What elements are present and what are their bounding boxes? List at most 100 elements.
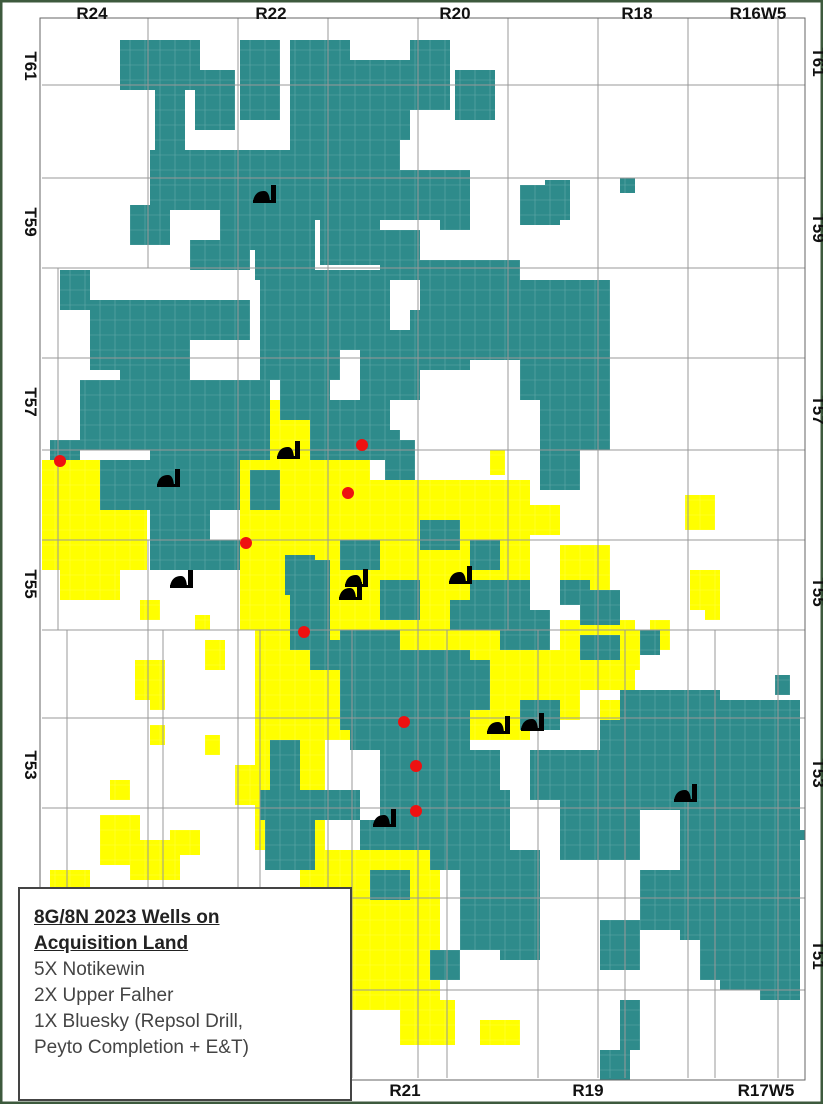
owned-land-parcel bbox=[240, 40, 280, 120]
owned-land-parcel bbox=[410, 40, 450, 110]
owned-land-parcel bbox=[385, 440, 415, 480]
owned-land-parcel bbox=[380, 580, 420, 620]
township-label-t57-right: T57 bbox=[809, 395, 823, 425]
township-label-t59-right: T59 bbox=[809, 213, 823, 243]
owned-land-parcel bbox=[450, 600, 490, 630]
owned-land-parcel bbox=[580, 635, 620, 660]
acquisition-land-parcel bbox=[520, 505, 560, 535]
owned-land-parcel bbox=[130, 205, 170, 245]
pumpjack-icon bbox=[487, 716, 510, 734]
owned-land-parcel bbox=[340, 540, 380, 570]
owned-land-parcel bbox=[540, 450, 580, 490]
owned-land-parcel bbox=[190, 300, 250, 340]
acquisition-land-parcel bbox=[400, 1000, 455, 1045]
well-dot-icon bbox=[298, 626, 310, 638]
well-dot-icon bbox=[410, 805, 422, 817]
acquisition-land-parcel bbox=[235, 765, 255, 805]
legend-box: 8G/8N 2023 Wells on Acquisition Land 5X … bbox=[18, 887, 352, 1101]
pumpjack-icon bbox=[449, 566, 472, 584]
owned-land-parcel bbox=[80, 380, 160, 450]
owned-land-parcel bbox=[500, 900, 540, 960]
township-label-t61-right: T61 bbox=[809, 47, 823, 77]
owned-land-parcel bbox=[545, 180, 570, 220]
legend-title-line1: 8G/8N 2023 Wells on bbox=[34, 907, 220, 928]
acquisition-land-parcel bbox=[480, 1020, 520, 1045]
acquisition-land-parcel bbox=[205, 640, 225, 670]
legend-title-line2: Acquisition Land bbox=[34, 933, 189, 954]
acquisition-land-parcel bbox=[140, 600, 160, 620]
well-dot-icon bbox=[240, 537, 252, 549]
range-label-r16w5: R16W5 bbox=[729, 4, 787, 23]
well-dot-icon bbox=[342, 487, 354, 499]
range-label-r17w5: R17W5 bbox=[737, 1081, 795, 1100]
owned-land-parcel bbox=[775, 675, 790, 695]
acquisition-land-parcel bbox=[685, 495, 715, 530]
pumpjack-icon bbox=[521, 713, 544, 731]
map-inner-border bbox=[39, 17, 806, 1081]
pumpjack-icon bbox=[157, 469, 180, 487]
owned-land-parcel bbox=[150, 380, 270, 460]
township-label-t59-left: T59 bbox=[21, 207, 40, 237]
pumpjack-icon bbox=[674, 784, 697, 802]
pumpjack-icon bbox=[339, 582, 362, 600]
owned-land-parcel bbox=[350, 60, 410, 140]
range-label-r20: R20 bbox=[439, 4, 471, 23]
owned-land-parcel bbox=[290, 560, 330, 650]
owned-land-parcel bbox=[640, 870, 740, 930]
owned-land-parcel bbox=[430, 660, 490, 710]
owned-land-parcel bbox=[265, 820, 315, 870]
range-label-r24: R24 bbox=[76, 4, 108, 23]
township-label-t61-left: T61 bbox=[21, 51, 40, 81]
owned-land-parcel bbox=[120, 40, 200, 90]
owned-land-parcel bbox=[370, 870, 410, 900]
owned-land-parcel bbox=[440, 200, 470, 230]
legend-item-bluesky: 1X Bluesky (Repsol Drill, bbox=[34, 1011, 244, 1032]
pumpjack-icon bbox=[277, 441, 300, 459]
acquisition-land-parcel bbox=[490, 450, 505, 475]
acquisition-land-parcel bbox=[60, 570, 120, 600]
acquisition-land-parcel bbox=[195, 615, 210, 630]
range-label-r22: R22 bbox=[255, 4, 287, 23]
township-label-t55-left: T55 bbox=[21, 569, 40, 599]
pumpjack-icon bbox=[253, 185, 276, 203]
owned-land-parcel bbox=[650, 700, 800, 790]
owned-land-parcel bbox=[200, 540, 240, 570]
owned-land-parcel bbox=[795, 830, 805, 840]
legend-item-upper-falher: 2X Upper Falher bbox=[34, 985, 174, 1006]
township-label-t53-right: T53 bbox=[809, 758, 823, 788]
township-label-t51-right: T51 bbox=[809, 940, 823, 970]
acquisition-land-parcel bbox=[150, 690, 165, 710]
well-dot-icon bbox=[356, 439, 368, 451]
acquisition-land-parcel bbox=[170, 830, 200, 855]
well-dot-icon bbox=[54, 455, 66, 467]
owned-land-parcel bbox=[640, 630, 660, 655]
owned-land-parcel bbox=[300, 140, 400, 220]
legend-item-bluesky-cont: Peyto Completion + E&T) bbox=[34, 1037, 249, 1058]
quarter-section-grid bbox=[39, 19, 805, 1078]
owned-land-parcel bbox=[195, 70, 235, 130]
owned-land-parcel bbox=[410, 310, 470, 370]
pumpjack-icon bbox=[170, 570, 193, 588]
acquisition-land-parcel bbox=[705, 590, 720, 620]
owned-land-parcel bbox=[560, 580, 590, 605]
township-label-t53-left: T53 bbox=[21, 750, 40, 780]
range-label-r19: R19 bbox=[572, 1081, 604, 1100]
owned-land-parcel bbox=[260, 270, 340, 380]
owned-land-parcel bbox=[455, 70, 495, 120]
township-label-t57-left: T57 bbox=[21, 387, 40, 417]
township-label-t55-right: T55 bbox=[809, 577, 823, 607]
owned-land-parcel bbox=[620, 178, 635, 193]
acquisition-land-parcel bbox=[205, 735, 220, 755]
well-dot-icon bbox=[410, 760, 422, 772]
owned-land-parcel bbox=[700, 940, 780, 980]
owned-land-parcel bbox=[250, 470, 280, 510]
owned-land-parcel bbox=[190, 240, 250, 270]
owned-land-parcel bbox=[430, 950, 460, 980]
owned-land-parcel bbox=[600, 920, 640, 970]
acquisition-land-parcel bbox=[150, 725, 165, 745]
acquisition-land-parcel bbox=[270, 690, 285, 710]
well-dot-icon bbox=[398, 716, 410, 728]
